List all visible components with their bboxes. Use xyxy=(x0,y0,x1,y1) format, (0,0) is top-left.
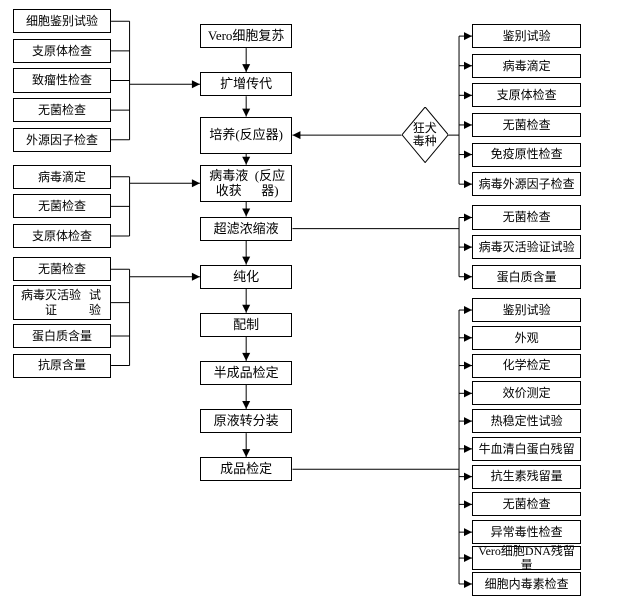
right-0-1: 病毒滴定 xyxy=(472,54,581,78)
left-1-1: 无菌检查 xyxy=(13,194,111,218)
right-2-5: 牛血清白蛋白残留 xyxy=(472,437,581,461)
right-2-1: 外观 xyxy=(472,326,581,350)
left-1-2: 支原体检查 xyxy=(13,224,111,248)
center-c1: 扩增传代 xyxy=(200,72,293,96)
left-0-0: 细胞鉴别试验 xyxy=(13,9,111,33)
center-c4: 超滤浓缩液 xyxy=(200,217,293,241)
right-1-2: 蛋白质含量 xyxy=(472,265,581,289)
right-1-0: 无菌检查 xyxy=(472,205,581,229)
left-2-1: 病毒灭活验证试验 xyxy=(13,285,111,320)
right-0-2: 支原体检查 xyxy=(472,83,581,107)
left-2-3: 抗原含量 xyxy=(13,354,111,378)
center-c0: Vero细胞复苏 xyxy=(200,24,293,48)
center-c3: 病毒液收获(反应器) xyxy=(200,165,293,202)
right-0-4: 免疫原性检查 xyxy=(472,143,581,167)
center-c8: 原液转分装 xyxy=(200,409,293,433)
left-2-2: 蛋白质含量 xyxy=(13,324,111,348)
center-c2: 培养(反应器) xyxy=(200,117,293,154)
right-1-1: 病毒灭活验证试验 xyxy=(472,235,581,259)
right-2-0: 鉴别试验 xyxy=(472,298,581,322)
left-0-4: 外源因子检查 xyxy=(13,128,111,152)
diamond-rabies-seed: 狂犬毒种 xyxy=(402,107,448,163)
right-0-3: 无菌检查 xyxy=(472,113,581,137)
right-2-7: 无菌检查 xyxy=(472,492,581,516)
center-c9: 成品检定 xyxy=(200,457,293,481)
left-0-2: 致瘤性检查 xyxy=(13,68,111,92)
right-2-8: 异常毒性检查 xyxy=(472,520,581,544)
right-2-9: Vero细胞DNA残留量 xyxy=(472,546,581,570)
right-2-6: 抗生素残留量 xyxy=(472,465,581,489)
center-c6: 配制 xyxy=(200,313,293,337)
left-1-0: 病毒滴定 xyxy=(13,165,111,189)
center-c7: 半成品检定 xyxy=(200,361,293,385)
left-0-3: 无菌检查 xyxy=(13,98,111,122)
right-2-10: 细胞内毒素检查 xyxy=(472,572,581,596)
right-0-5: 病毒外源因子检查 xyxy=(472,172,581,196)
left-0-1: 支原体检查 xyxy=(13,39,111,63)
right-2-2: 化学检定 xyxy=(472,354,581,378)
right-2-3: 效价测定 xyxy=(472,381,581,405)
right-2-4: 热稳定性试验 xyxy=(472,409,581,433)
center-c5: 纯化 xyxy=(200,265,293,289)
left-2-0: 无菌检查 xyxy=(13,257,111,281)
right-0-0: 鉴别试验 xyxy=(472,24,581,48)
